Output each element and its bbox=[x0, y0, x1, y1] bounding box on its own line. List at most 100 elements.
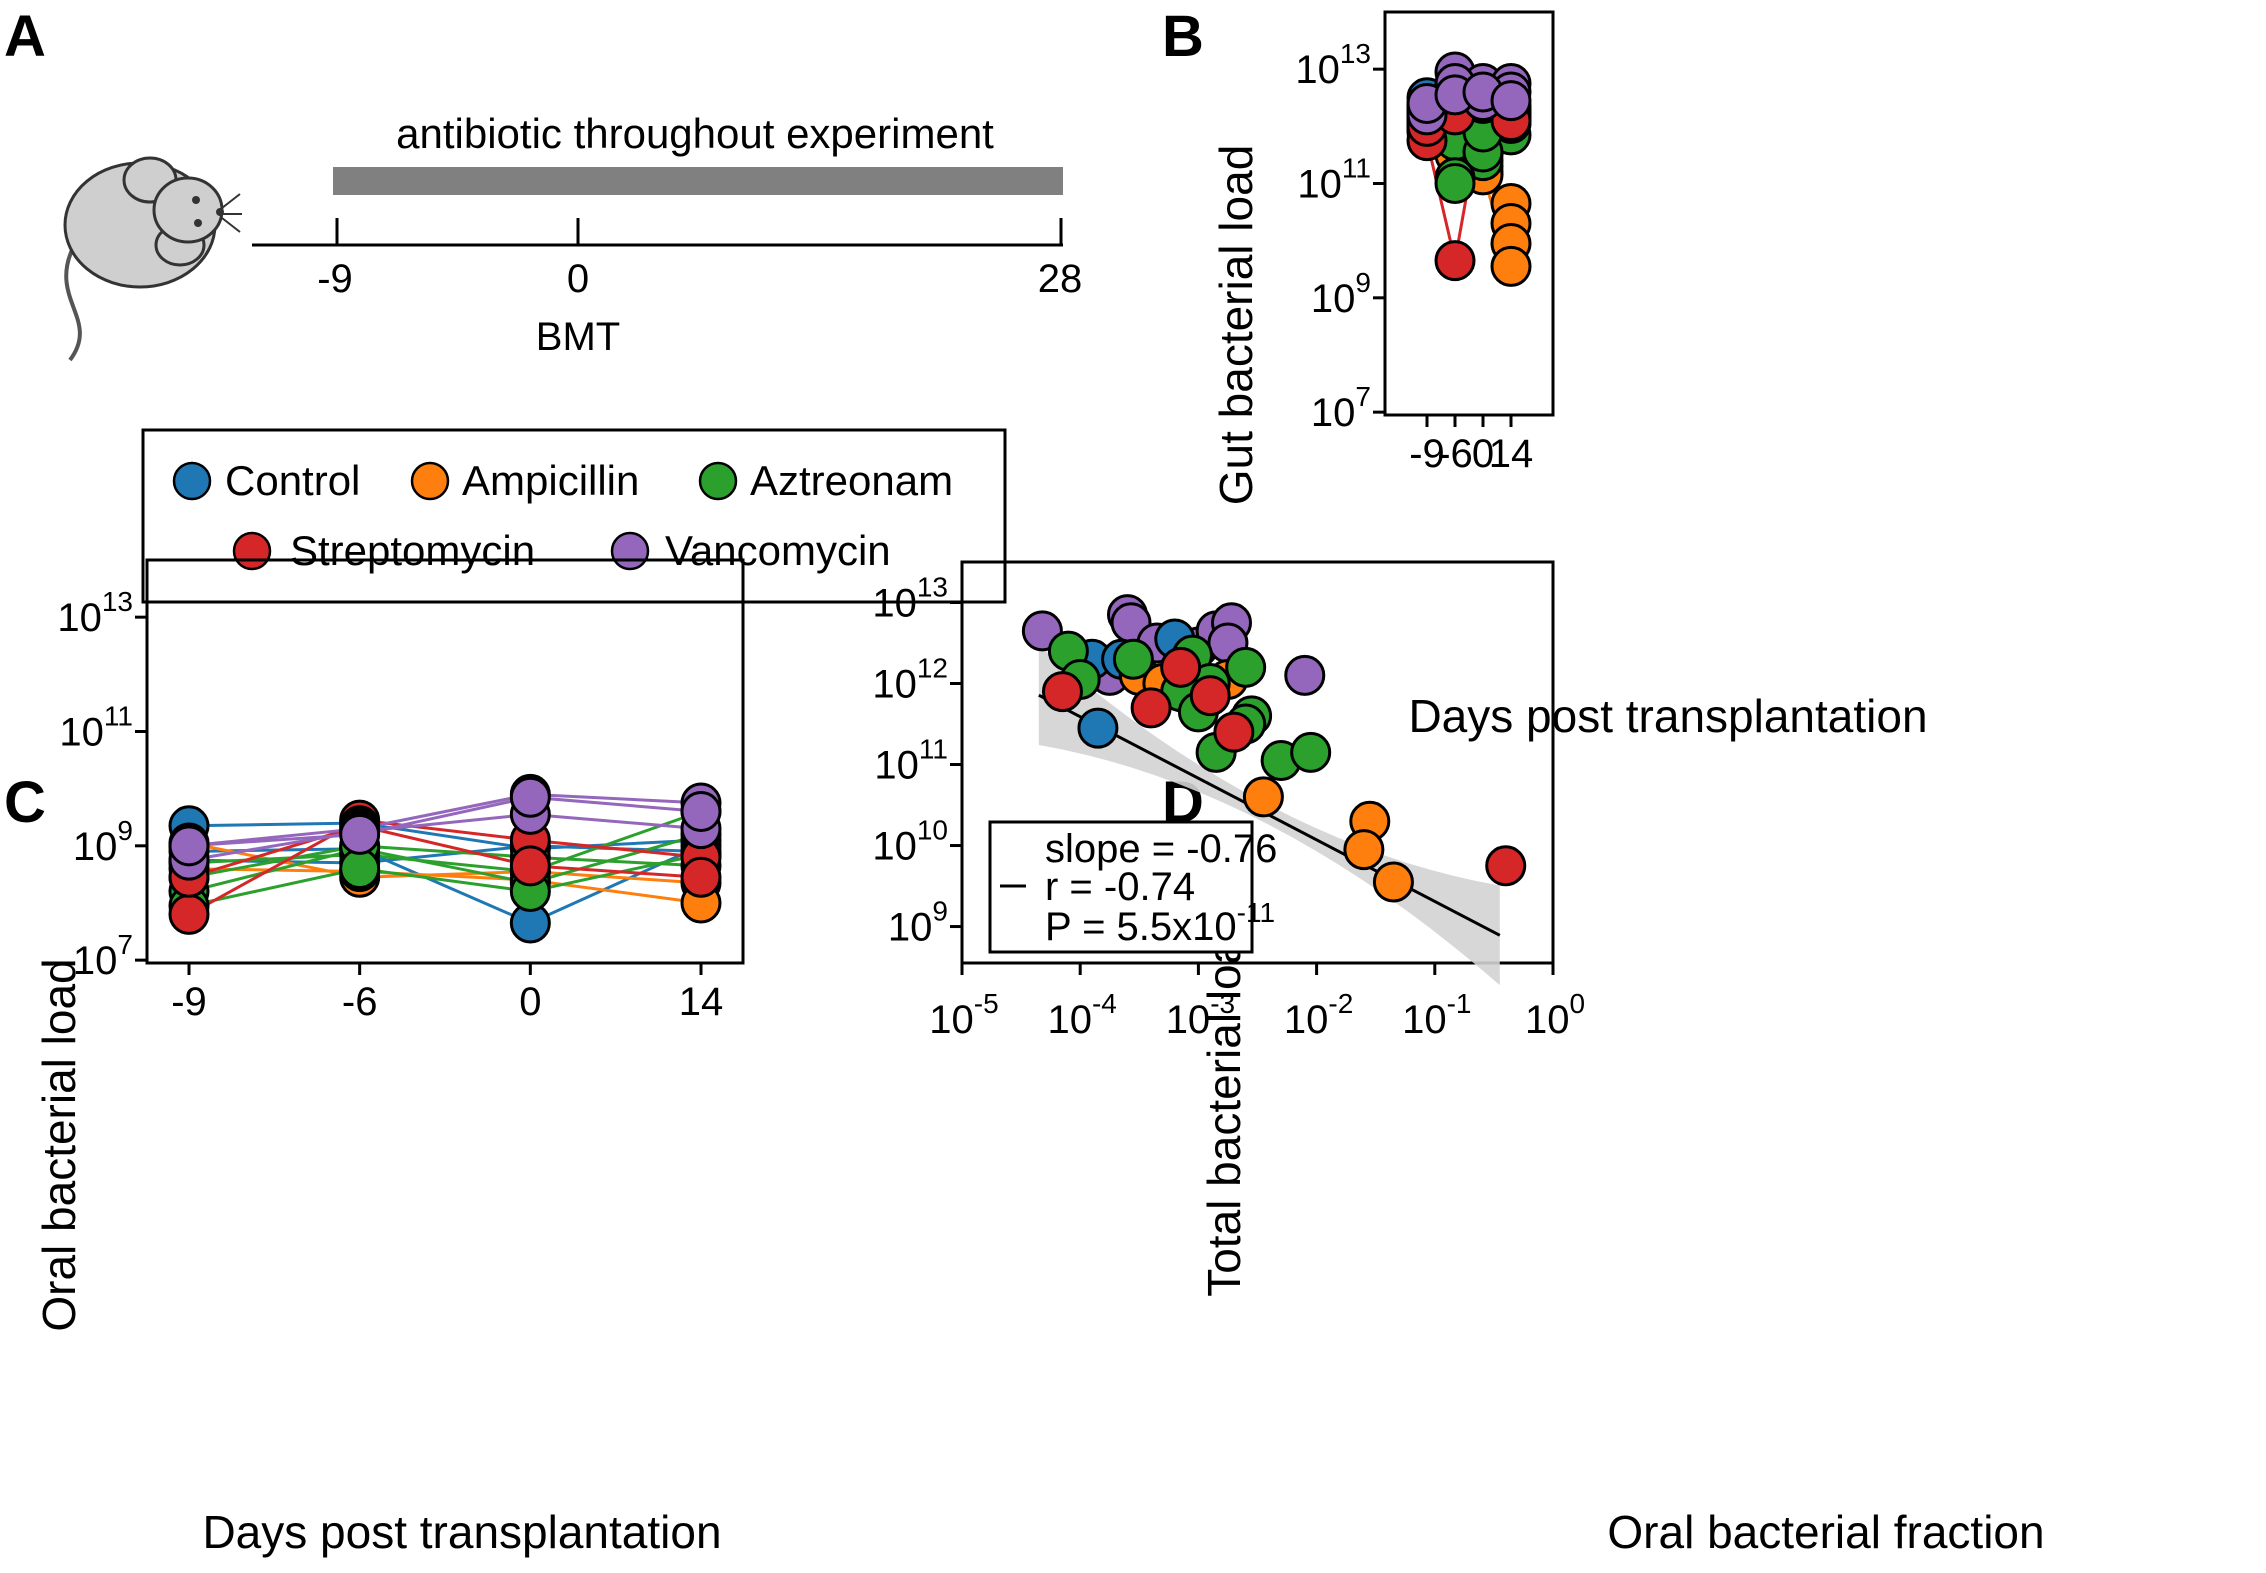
data-point-streptomycin bbox=[1434, 240, 1476, 282]
timeline-tick-label: -9 bbox=[317, 257, 353, 301]
panel-c-ylabel: Oral bacterial load bbox=[33, 958, 85, 1331]
stats-box bbox=[988, 820, 1254, 954]
data-point-control bbox=[1077, 707, 1119, 749]
series-line-vancomycin bbox=[188, 795, 702, 848]
data-point-streptomycin bbox=[1213, 711, 1255, 753]
data-point-aztreonam bbox=[339, 848, 381, 890]
series-line-vancomycin bbox=[188, 792, 702, 848]
panel-c-plot: 1013 1011 109 107 -9 -6 0 14 bbox=[57, 558, 745, 1024]
data-point-ampicillin bbox=[1343, 829, 1385, 871]
x-tick-label: 10-4 bbox=[1047, 988, 1116, 1042]
y-tick-label: 1013 bbox=[872, 572, 948, 626]
series-line-aztreonam bbox=[188, 844, 702, 879]
panel-d: D Total bacterial load Oral bacterial fr… bbox=[872, 560, 2045, 1558]
panel-a: A antibiotic throughout experiment -9 0 … bbox=[4, 4, 1083, 604]
y-tick-label: 1010 bbox=[872, 815, 948, 869]
data-point-streptomycin bbox=[1130, 687, 1172, 729]
legend-marker-control bbox=[172, 461, 212, 501]
data-point-streptomycin bbox=[1189, 675, 1231, 717]
panel-d-plot: 1013 1012 1011 1010 109 10-5 10-4 10-3 10-2 10-1 1… bbox=[872, 560, 1585, 1042]
antibiotic-bar-label: antibiotic throughout experiment bbox=[396, 110, 994, 157]
panel-d-ylabel: Total bacterial load bbox=[1198, 913, 1250, 1297]
x-tick-label: -6 bbox=[1437, 432, 1473, 476]
panel-letter-b: B bbox=[1162, 4, 1204, 69]
data-point-streptomycin bbox=[1160, 646, 1202, 688]
legend-label-aztreonam: Aztreonam bbox=[750, 457, 953, 504]
data-point-streptomycin bbox=[1485, 845, 1527, 887]
data-point-aztreonam bbox=[1434, 162, 1476, 204]
x-tick-label: 100 bbox=[1525, 988, 1585, 1042]
antibiotic-bar bbox=[333, 167, 1063, 195]
data-point-vancomycin bbox=[1284, 654, 1326, 696]
timeline-tick-label: 28 bbox=[1038, 257, 1083, 301]
stats-p: P = 5.5x10-11 bbox=[1045, 897, 1275, 949]
series-line-streptomycin bbox=[188, 818, 702, 916]
data-point-vancomycin bbox=[339, 813, 381, 855]
legend-marker-vancomycin bbox=[610, 531, 650, 571]
data-point-aztreonam bbox=[1290, 731, 1332, 773]
legend-label-control: Control bbox=[225, 457, 360, 504]
y-tick-label: 109 bbox=[73, 815, 133, 869]
panel-letter-c: C bbox=[4, 770, 46, 835]
series-line-streptomycin bbox=[188, 824, 702, 879]
plot-frame bbox=[960, 560, 1555, 965]
panel-letter-a: A bbox=[4, 4, 46, 69]
data-point-streptomycin bbox=[680, 856, 722, 898]
timeline-tick-label: 0 bbox=[567, 257, 589, 301]
y-tick-label: 1011 bbox=[874, 734, 948, 788]
stats-slope: slope = -0.76 bbox=[1045, 827, 1277, 871]
data-point-ampicillin bbox=[1242, 776, 1284, 818]
x-tick-label: 10-1 bbox=[1402, 988, 1471, 1042]
data-point-ampicillin bbox=[1372, 861, 1414, 903]
x-tick-label: 10-5 bbox=[929, 988, 998, 1042]
legend-marker-aztreonam bbox=[698, 461, 738, 501]
x-tick-label: -9 bbox=[171, 980, 207, 1024]
legend: Control Ampicillin Aztreonam Streptomyci… bbox=[141, 428, 1007, 604]
y-tick-label: 1013 bbox=[1295, 38, 1371, 92]
series-line-aztreonam bbox=[188, 832, 702, 893]
y-tick-label: 109 bbox=[888, 896, 948, 950]
legend-label-ampicillin: Ampicillin bbox=[462, 457, 639, 504]
x-tick-label: -6 bbox=[342, 980, 378, 1024]
x-tick-label: 10-3 bbox=[1166, 988, 1235, 1042]
x-tick-label: 14 bbox=[679, 980, 724, 1024]
legend-label-streptomycin: Streptomycin bbox=[290, 527, 535, 574]
plot-frame bbox=[1383, 10, 1555, 417]
y-tick-label: 1013 bbox=[57, 586, 133, 640]
x-tick-label: -9 bbox=[1409, 432, 1445, 476]
panel-b-plot: 1013 1011 109 107 -9-6 014 bbox=[1295, 10, 1555, 476]
y-tick-label: 107 bbox=[73, 929, 133, 983]
panel-c-xlabel: Days post transplantation bbox=[202, 1506, 721, 1558]
data-point-vancomycin bbox=[1490, 80, 1532, 122]
panel-b-xlabel: Days post transplantation bbox=[1408, 690, 1927, 742]
data-point-vancomycin bbox=[168, 825, 210, 867]
data-point-vancomycin bbox=[680, 791, 722, 833]
data-point-streptomycin bbox=[1041, 671, 1083, 713]
x-tick-label: 10-2 bbox=[1284, 988, 1353, 1042]
y-tick-label: 1012 bbox=[872, 653, 948, 707]
y-tick-label: 1011 bbox=[59, 700, 133, 754]
data-point-aztreonam bbox=[1225, 646, 1267, 688]
x-tick-label: 14 bbox=[1489, 432, 1534, 476]
mouse-icon bbox=[63, 156, 242, 362]
stats-r: r = -0.74 bbox=[1045, 865, 1195, 909]
data-point-streptomycin bbox=[168, 893, 210, 935]
x-tick-label: 0 bbox=[519, 980, 541, 1024]
panel-b: B Gut bacterial load Days post transplan… bbox=[1162, 4, 1928, 742]
y-tick-label: 107 bbox=[1311, 381, 1371, 435]
legend-marker-ampicillin bbox=[410, 461, 450, 501]
plot-frame bbox=[145, 558, 745, 965]
legend-label-vancomycin: Vancomycin bbox=[665, 527, 891, 574]
y-tick-label: 109 bbox=[1311, 267, 1371, 321]
bmt-label: BMT bbox=[536, 315, 620, 359]
data-point-streptomycin bbox=[509, 845, 551, 887]
y-tick-label: 1011 bbox=[1297, 152, 1371, 206]
data-point-aztreonam bbox=[1112, 638, 1154, 680]
data-point-ampicillin bbox=[1490, 245, 1532, 287]
series-line-control bbox=[188, 821, 702, 851]
panel-c: C Oral bacterial load Days post transpla… bbox=[4, 558, 745, 1558]
legend-marker-streptomycin bbox=[232, 531, 272, 571]
series-line-vancomycin bbox=[188, 812, 702, 862]
panel-b-ylabel: Gut bacterial load bbox=[1210, 145, 1262, 506]
